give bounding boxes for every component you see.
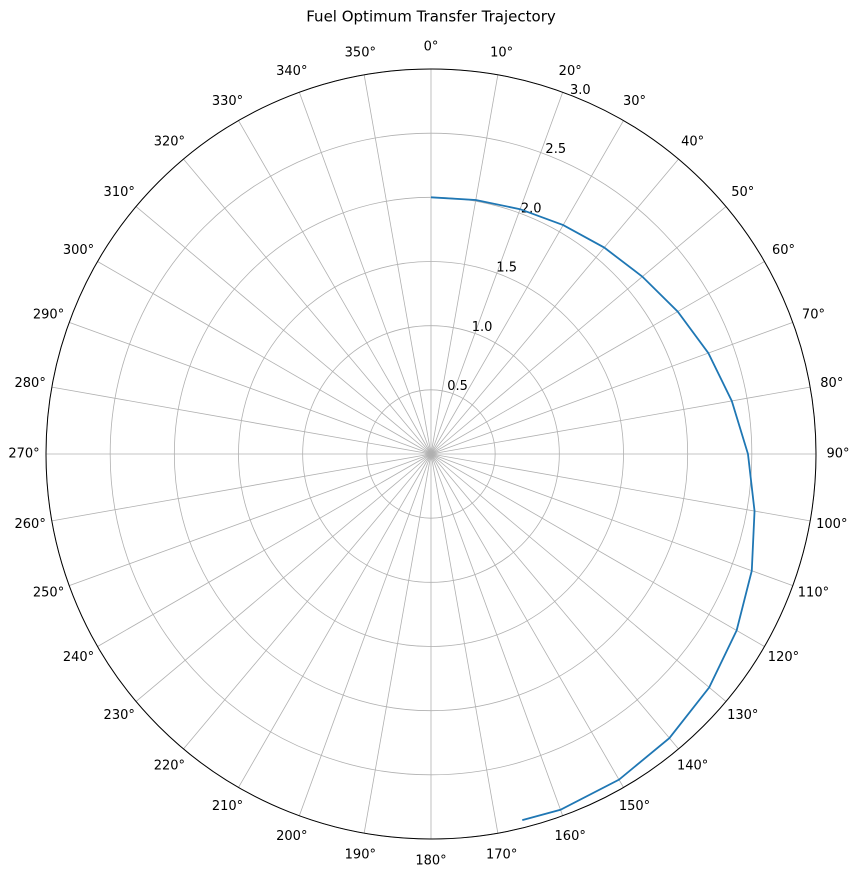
theta-tick-label: 90°	[826, 447, 849, 462]
theta-tick-label: 300°	[63, 243, 94, 258]
theta-tick-label: 150°	[619, 799, 650, 814]
theta-tick-label: 200°	[276, 829, 307, 844]
theta-tick-label: 80°	[820, 376, 843, 391]
grid-line	[238, 120, 432, 455]
theta-tick-label: 30°	[623, 94, 646, 109]
grid-line	[430, 453, 727, 702]
theta-tick-label: 240°	[63, 650, 94, 665]
theta-tick-label: 210°	[212, 799, 243, 814]
grid-line	[69, 453, 432, 587]
grid-line	[69, 321, 432, 455]
r-tick-label: 0.5	[447, 379, 468, 394]
grid-line	[363, 74, 432, 455]
r-tick-label: 2.0	[521, 201, 542, 216]
grid-line	[298, 453, 432, 816]
grid-line	[97, 261, 432, 455]
grid-line	[430, 74, 499, 455]
r-tick-label: 3.0	[570, 83, 591, 98]
grid-line	[430, 453, 679, 750]
grid-line	[135, 453, 432, 702]
grid-line	[430, 92, 564, 455]
theta-tick-label: 230°	[104, 708, 135, 723]
theta-tick-label: 70°	[802, 307, 825, 322]
theta-tick-label: 310°	[104, 185, 135, 200]
grid-line	[183, 158, 432, 455]
grid-line	[430, 158, 679, 455]
grid-line	[51, 386, 432, 455]
grid-line	[430, 453, 564, 816]
r-tick-label: 1.5	[496, 261, 517, 276]
theta-tick-label: 50°	[731, 185, 754, 200]
theta-tick-label: 180°	[415, 854, 446, 869]
theta-tick-label: 330°	[212, 94, 243, 109]
theta-tick-label: 10°	[490, 46, 513, 61]
theta-tick-label: 320°	[154, 135, 185, 150]
theta-tick-label: 100°	[816, 517, 847, 532]
theta-tick-label: 220°	[154, 758, 185, 773]
grid-line	[430, 453, 624, 788]
theta-tick-label: 60°	[772, 243, 795, 258]
theta-tick-label: 140°	[677, 758, 708, 773]
grid-line	[135, 206, 432, 455]
theta-tick-label: 190°	[345, 847, 376, 862]
grid-line	[298, 92, 432, 455]
theta-tick-label: 290°	[33, 307, 64, 322]
theta-tick-label: 280°	[15, 376, 46, 391]
theta-tick-label: 170°	[486, 847, 517, 862]
theta-tick-label: 160°	[555, 829, 586, 844]
theta-tick-label: 340°	[276, 64, 307, 79]
theta-tick-label: 40°	[681, 135, 704, 150]
theta-tick-label: 130°	[727, 708, 758, 723]
theta-tick-label: 20°	[559, 64, 582, 79]
grid-line	[238, 453, 432, 788]
theta-tick-label: 120°	[768, 650, 799, 665]
grid-line	[430, 261, 765, 455]
polar-spine	[45, 68, 817, 840]
grid-line	[430, 453, 765, 647]
grid-line	[183, 453, 432, 750]
grid-line	[430, 453, 499, 834]
chart-title: Fuel Optimum Transfer Trajectory	[306, 8, 556, 26]
trajectory-line	[430, 196, 756, 821]
grid-line	[430, 453, 811, 522]
theta-tick-label: 110°	[798, 586, 829, 601]
theta-tick-label: 0°	[424, 40, 439, 55]
r-tick-label: 1.0	[472, 320, 493, 335]
theta-tick-label: 350°	[345, 46, 376, 61]
grid-line	[430, 386, 811, 455]
theta-tick-label: 260°	[15, 517, 46, 532]
grid-line	[51, 453, 432, 522]
grid-line	[430, 206, 727, 455]
grid-line	[430, 321, 793, 455]
grid-line	[430, 453, 793, 587]
theta-tick-label: 250°	[33, 586, 64, 601]
theta-tick-label: 270°	[8, 447, 39, 462]
grid-line	[363, 453, 432, 834]
grid-line	[430, 120, 624, 455]
r-tick-label: 2.5	[545, 142, 566, 157]
grid-line	[97, 453, 432, 647]
